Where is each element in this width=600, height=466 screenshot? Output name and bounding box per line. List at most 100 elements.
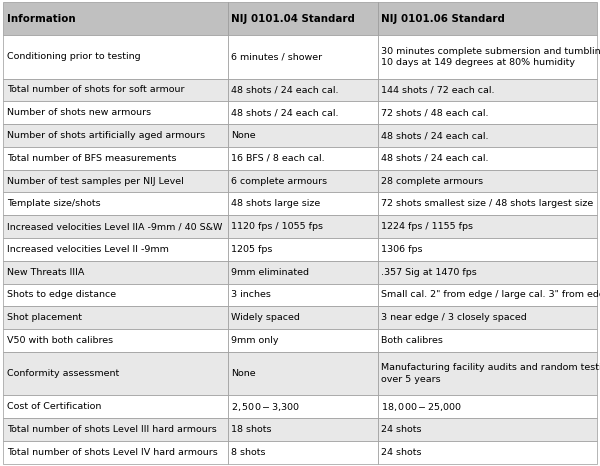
Text: 24 shots: 24 shots	[382, 448, 422, 457]
Text: 8 shots: 8 shots	[231, 448, 266, 457]
Text: 18 shots: 18 shots	[231, 425, 272, 434]
Text: 48 shots / 24 each cal.: 48 shots / 24 each cal.	[382, 131, 489, 140]
Bar	[3, 329, 227, 352]
Bar	[227, 170, 378, 192]
Text: V50 with both calibres: V50 with both calibres	[7, 336, 113, 345]
Text: Manufacturing facility audits and random testing
over 5 years: Manufacturing facility audits and random…	[382, 363, 600, 384]
Bar	[378, 192, 597, 215]
Bar	[3, 238, 227, 261]
Bar	[227, 35, 378, 79]
Bar	[3, 352, 227, 395]
Bar	[3, 261, 227, 284]
Bar	[378, 102, 597, 124]
Bar	[227, 124, 378, 147]
Bar	[227, 441, 378, 464]
Bar	[3, 79, 227, 102]
Bar	[3, 284, 227, 306]
Text: 1224 fps / 1155 fps: 1224 fps / 1155 fps	[382, 222, 473, 231]
Bar	[378, 284, 597, 306]
Bar	[227, 395, 378, 418]
Bar	[227, 329, 378, 352]
Bar	[378, 215, 597, 238]
Text: 1306 fps: 1306 fps	[382, 245, 423, 254]
Bar	[378, 395, 597, 418]
Text: Shots to edge distance: Shots to edge distance	[7, 290, 116, 300]
Bar	[227, 306, 378, 329]
Text: New Threats IIIA: New Threats IIIA	[7, 267, 84, 277]
Bar	[378, 124, 597, 147]
Text: Number of shots new armours: Number of shots new armours	[7, 108, 151, 117]
Bar	[227, 215, 378, 238]
Bar	[3, 215, 227, 238]
Bar	[227, 261, 378, 284]
Bar	[227, 192, 378, 215]
Bar	[227, 147, 378, 170]
Text: Cost of Certification: Cost of Certification	[7, 402, 101, 411]
Bar	[3, 395, 227, 418]
Text: 16 BFS / 8 each cal.: 16 BFS / 8 each cal.	[231, 154, 325, 163]
Text: Template size/shots: Template size/shots	[7, 199, 100, 208]
Text: Total number of shots Level III hard armours: Total number of shots Level III hard arm…	[7, 425, 217, 434]
Bar	[3, 35, 227, 79]
Text: Number of test samples per NIJ Level: Number of test samples per NIJ Level	[7, 177, 184, 185]
Text: 48 shots / 24 each cal.: 48 shots / 24 each cal.	[231, 85, 338, 95]
Text: NIJ 0101.04 Standard: NIJ 0101.04 Standard	[231, 14, 355, 24]
Text: 48 shots / 24 each cal.: 48 shots / 24 each cal.	[382, 154, 489, 163]
Bar	[378, 79, 597, 102]
Bar	[227, 102, 378, 124]
Bar	[378, 170, 597, 192]
Text: Total number of shots for soft armour: Total number of shots for soft armour	[7, 85, 184, 95]
Text: 6 complete armours: 6 complete armours	[231, 177, 327, 185]
Bar	[227, 352, 378, 395]
Text: Both calibres: Both calibres	[382, 336, 443, 345]
Text: 144 shots / 72 each cal.: 144 shots / 72 each cal.	[382, 85, 495, 95]
Text: Widely spaced: Widely spaced	[231, 313, 300, 322]
Bar	[3, 306, 227, 329]
Text: Total number of shots Level IV hard armours: Total number of shots Level IV hard armo…	[7, 448, 217, 457]
Bar	[3, 170, 227, 192]
Bar	[227, 284, 378, 306]
Bar	[227, 418, 378, 441]
Bar	[378, 352, 597, 395]
Text: Increased velocities Level II -9mm: Increased velocities Level II -9mm	[7, 245, 169, 254]
Text: None: None	[231, 369, 256, 378]
Text: 1205 fps: 1205 fps	[231, 245, 272, 254]
Bar	[378, 306, 597, 329]
Text: $2,500 - $3,300: $2,500 - $3,300	[231, 401, 301, 413]
Bar	[3, 441, 227, 464]
Bar	[378, 329, 597, 352]
Bar	[378, 35, 597, 79]
Text: 72 shots / 48 each cal.: 72 shots / 48 each cal.	[382, 108, 489, 117]
Bar	[378, 418, 597, 441]
Bar	[378, 2, 597, 35]
Text: Number of shots artificially aged armours: Number of shots artificially aged armour…	[7, 131, 205, 140]
Text: Conformity assessment: Conformity assessment	[7, 369, 119, 378]
Bar	[3, 192, 227, 215]
Text: 30 minutes complete submersion and tumbling for
10 days at 149 degrees at 80% hu: 30 minutes complete submersion and tumbl…	[382, 47, 600, 67]
Text: 6 minutes / shower: 6 minutes / shower	[231, 52, 322, 62]
Bar	[3, 102, 227, 124]
Text: 1120 fps / 1055 fps: 1120 fps / 1055 fps	[231, 222, 323, 231]
Bar	[378, 238, 597, 261]
Bar	[3, 2, 227, 35]
Text: None: None	[231, 131, 256, 140]
Text: Increased velocities Level IIA -9mm / 40 S&W: Increased velocities Level IIA -9mm / 40…	[7, 222, 222, 231]
Bar	[378, 261, 597, 284]
Text: NIJ 0101.06 Standard: NIJ 0101.06 Standard	[382, 14, 505, 24]
Text: 3 inches: 3 inches	[231, 290, 271, 300]
Text: Shot placement: Shot placement	[7, 313, 82, 322]
Bar	[227, 238, 378, 261]
Bar	[378, 441, 597, 464]
Text: 72 shots smallest size / 48 shots largest size: 72 shots smallest size / 48 shots larges…	[382, 199, 593, 208]
Text: Small cal. 2" from edge / large cal. 3" from edge: Small cal. 2" from edge / large cal. 3" …	[382, 290, 600, 300]
Bar	[3, 147, 227, 170]
Bar	[3, 418, 227, 441]
Bar	[3, 124, 227, 147]
Text: 3 near edge / 3 closely spaced: 3 near edge / 3 closely spaced	[382, 313, 527, 322]
Text: .357 Sig at 1470 fps: .357 Sig at 1470 fps	[382, 267, 477, 277]
Text: Information: Information	[7, 14, 75, 24]
Text: Conditioning prior to testing: Conditioning prior to testing	[7, 52, 140, 62]
Bar	[227, 2, 378, 35]
Bar	[378, 147, 597, 170]
Text: Total number of BFS measurements: Total number of BFS measurements	[7, 154, 176, 163]
